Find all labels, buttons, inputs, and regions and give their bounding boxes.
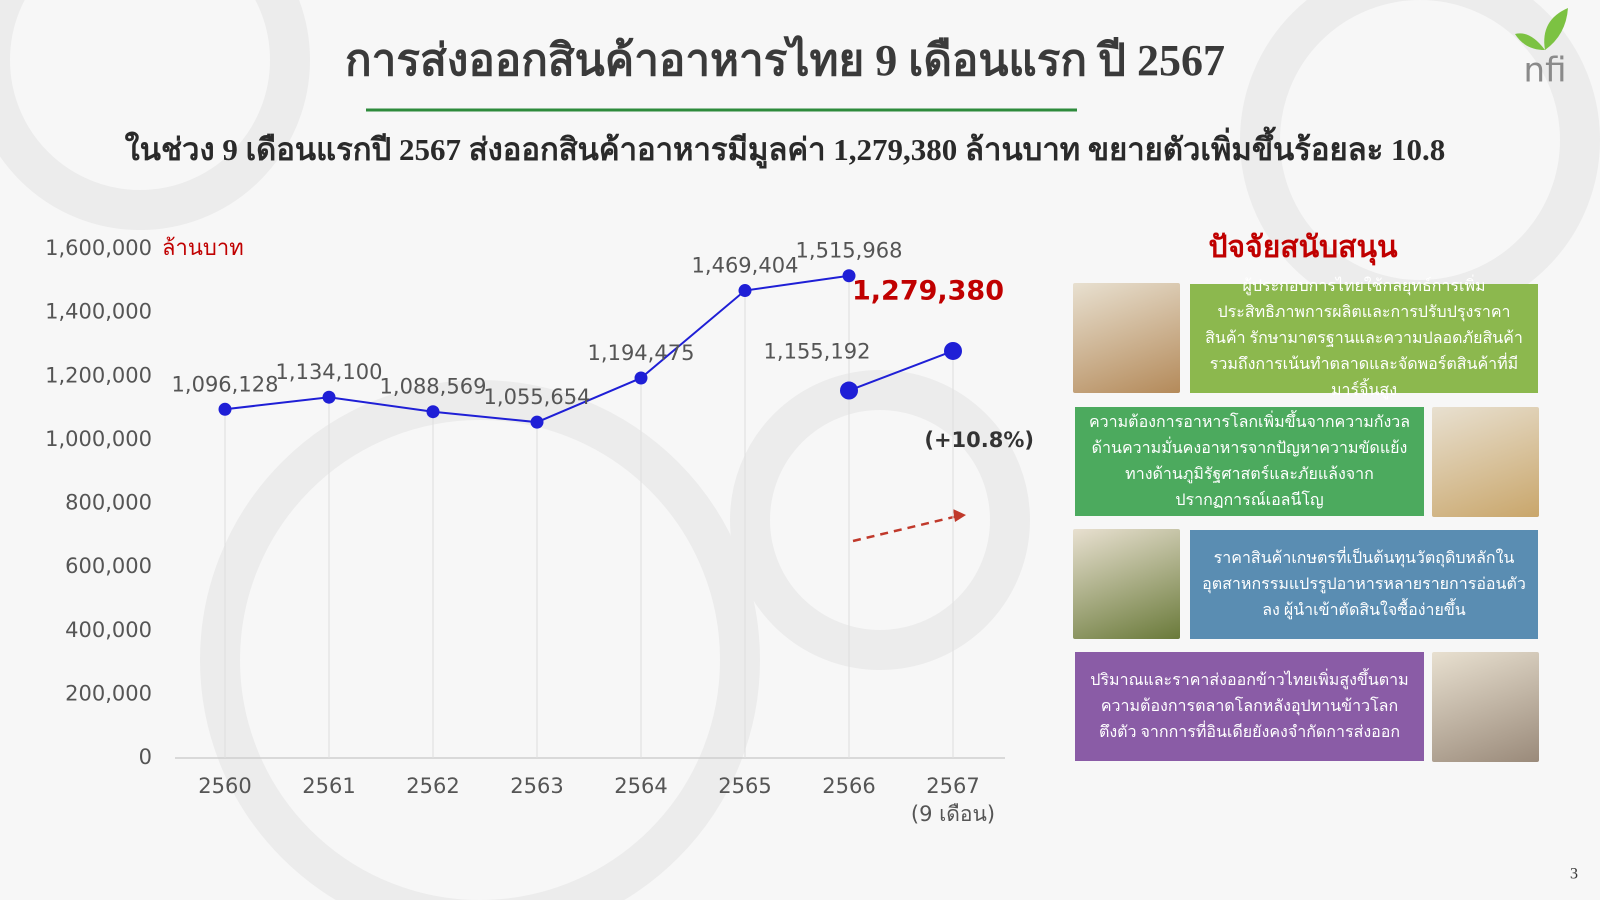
y-tick-label: 1,400,000 — [45, 300, 152, 324]
point — [218, 402, 232, 416]
value-label: 1,155,192 — [764, 340, 871, 364]
value-label: 1,194,475 — [588, 341, 695, 365]
point — [634, 371, 648, 385]
slide-subtitle: ในช่วง 9 เดือนแรกปี 2567 ส่งออกสินค้าอาห… — [125, 126, 1446, 169]
x-tick-label: 2564 — [614, 774, 667, 798]
y-tick-label: 800,000 — [65, 491, 152, 515]
x-tick-label: 2560 — [198, 774, 251, 798]
y-tick-label: 0 — [139, 745, 152, 769]
value-label: 1,096,128 — [172, 372, 279, 396]
x-tick-label: 2566 — [822, 774, 875, 798]
series-line — [848, 350, 954, 392]
value-label: 1,055,654 — [484, 385, 591, 409]
x-tick-label: 2561 — [302, 774, 355, 798]
point — [842, 269, 856, 283]
value-label-highlight: 1,279,380 — [852, 275, 1004, 306]
y-tick-label: 1,600,000 — [45, 236, 152, 260]
factor-image — [1073, 529, 1180, 639]
y-tick-label: 1,200,000 — [45, 363, 152, 387]
logo-text: nfi — [1524, 51, 1567, 91]
point — [738, 284, 752, 298]
factor-image — [1432, 652, 1539, 762]
x-tick-note: (9 เดือน) — [911, 802, 995, 826]
factor-box: ปริมาณและราคาส่งออกข้าวไทยเพิ่มสูงขึ้นตา… — [1075, 652, 1424, 761]
trend-arrow — [852, 514, 959, 543]
point — [426, 405, 440, 419]
point — [840, 381, 858, 400]
y-tick-label: 1,000,000 — [45, 427, 152, 451]
y-tick-label: 200,000 — [65, 681, 152, 705]
factor-box: ผู้ประกอบการไทยใช้กลยุทธ์การเพิ่มประสิทธ… — [1190, 278, 1538, 399]
y-tick-label: 600,000 — [65, 554, 152, 578]
x-tick-label: 2562 — [406, 774, 459, 798]
logo: nfi — [1515, 8, 1568, 91]
page-number: 3 — [1570, 866, 1578, 883]
point — [322, 390, 336, 404]
value-label: 1,088,569 — [380, 375, 487, 399]
point — [530, 415, 544, 429]
factor-image — [1073, 283, 1180, 393]
x-tick-label: 2563 — [510, 774, 563, 798]
y-unit: ล้านบาท — [162, 236, 244, 261]
factors-title: ปัจจัยสนับสนุน — [1209, 231, 1398, 266]
factor-box: ความต้องการอาหารโลกเพิ่มขึ้นจากความกังวล… — [1075, 407, 1424, 516]
factor-box: ราคาสินค้าเกษตรที่เป็นต้นทุนวัตถุดิบหลัก… — [1190, 530, 1538, 639]
value-label: 1,134,100 — [276, 360, 383, 384]
y-tick-label: 400,000 — [65, 618, 152, 642]
point — [944, 341, 962, 360]
x-tick-label: 2567 — [926, 774, 979, 798]
trend-arrow-head — [953, 509, 966, 522]
value-label: 1,469,404 — [692, 254, 799, 278]
value-label: 1,515,968 — [796, 239, 903, 263]
slide-title: การส่งออกสินค้าอาหารไทย 9 เดือนแรก ปี 25… — [345, 34, 1225, 85]
annotation: (+10.8%) — [924, 428, 1034, 452]
factor-image — [1432, 407, 1539, 517]
x-tick-label: 2565 — [718, 774, 771, 798]
